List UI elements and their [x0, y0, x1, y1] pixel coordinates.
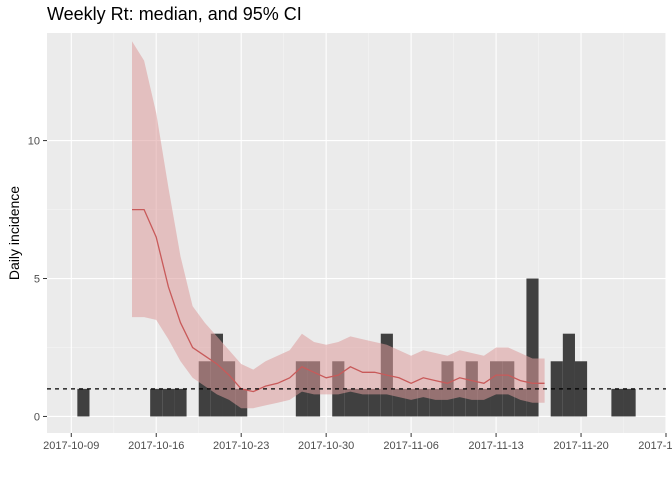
incidence-bar: [550, 361, 563, 417]
incidence-bar: [162, 388, 175, 417]
incidence-bar: [344, 388, 357, 417]
x-tick-label: 2017-10-16: [128, 440, 184, 452]
incidence-bar: [77, 388, 90, 417]
incidence-bar: [562, 333, 575, 417]
y-tick-label: 10: [28, 136, 40, 148]
incidence-bar: [623, 388, 636, 417]
incidence-bar: [356, 388, 369, 417]
rt-ci-ribbon: [132, 41, 545, 409]
y-tick-label: 0: [34, 411, 40, 423]
incidence-bar: [574, 361, 588, 417]
x-tick-label: 2017-11-13: [468, 440, 523, 452]
x-tick-label: 2017-10-23: [213, 440, 269, 452]
x-tick-label: 2017-10-09: [43, 440, 99, 452]
rt-median-line: [132, 208, 545, 393]
y-tick-label: 5: [34, 274, 40, 286]
y-axis: 0 5 10: [28, 136, 47, 423]
y-axis-label: Daily incidence: [6, 186, 22, 280]
x-tick-label: 2017-11-20: [553, 440, 608, 452]
x-tick-label: 2017-11-27: [638, 440, 672, 452]
incidence-bar: [174, 388, 187, 417]
incidence-bar: [368, 388, 381, 417]
chart-title: Weekly Rt: median, and 95% CI: [47, 4, 302, 24]
incidence-bar: [150, 388, 163, 417]
incidence-bar: [611, 388, 624, 417]
x-axis: 2017-10-09 2017-10-16 2017-10-23 2017-10-30…: [43, 433, 672, 452]
x-tick-label: 2017-11-06: [383, 440, 438, 452]
x-tick-label: 2017-10-30: [298, 440, 354, 452]
